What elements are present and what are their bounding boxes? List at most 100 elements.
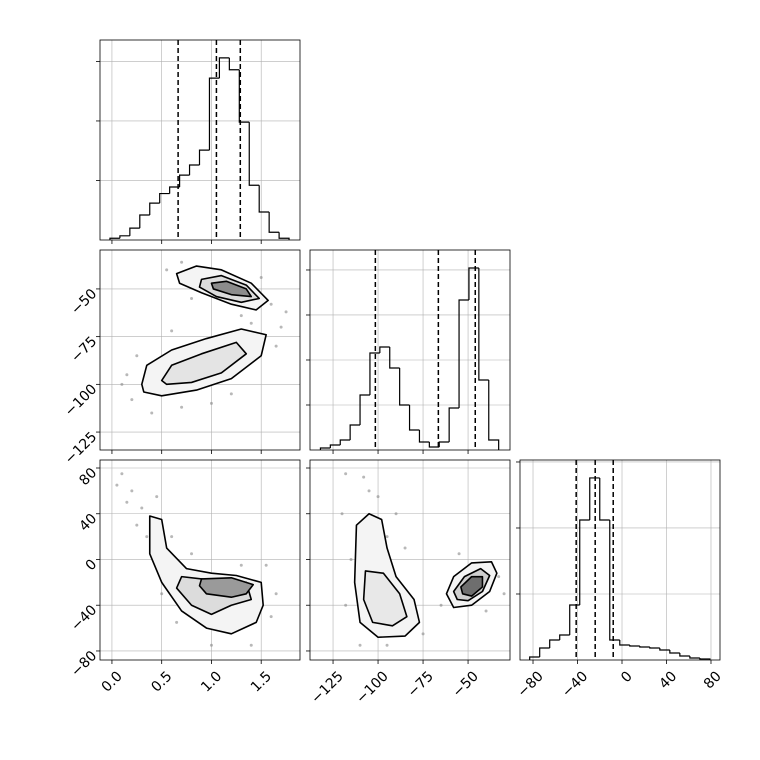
axes-frame [309,249,511,451]
x-tick-label: −125 [308,668,347,707]
histogram-bin [379,346,390,353]
histogram-bin [129,227,140,236]
contour [160,341,248,386]
x-tick-label: 80 [701,668,725,692]
histogram-bin [278,232,290,240]
scatter-point [209,401,213,405]
scatter-point [344,472,348,476]
y-tick-label: −80 [68,648,100,680]
scatter-point [484,609,488,613]
scatter-point [135,354,139,358]
histogram-bin [488,379,500,450]
histogram-bin [458,299,469,409]
contour [362,570,408,627]
scatter-point [394,512,398,516]
histogram-bin [208,77,220,151]
histogram-bin [389,346,400,369]
histogram-bin [609,520,620,641]
scatter-point [120,472,124,476]
histogram-bin [689,655,700,659]
x-tick-label: −75 [405,668,437,700]
histogram-bin [159,192,170,204]
contour [210,280,253,298]
histogram-bin [339,439,351,446]
scatter-point [160,592,164,596]
scatter-point [385,535,389,539]
histogram-bin [699,658,711,660]
axes-frame [99,249,301,451]
scatter-point [249,321,253,325]
panel: −80 −40 0 40 80 [515,459,725,701]
scatter-point [120,382,124,386]
panel: −125 −100 −75 −50 [306,459,511,707]
histogram-bin [549,639,560,648]
x-tick-label: −100 [353,668,392,707]
histogram-bin [448,407,460,442]
scatter-point [259,275,263,279]
scatter-point [385,643,389,647]
scatter-point [229,392,233,396]
y-tick-label: −50 [68,286,100,318]
y-tick-label: 80 [76,465,100,489]
scatter-point [170,535,174,539]
scatter-point [274,592,278,596]
histogram-bin [468,267,479,300]
histogram-bin [438,441,450,447]
histogram-bin [649,646,660,649]
histogram-bin [329,444,341,449]
histogram-bin [428,441,440,448]
histogram-bin [258,185,270,213]
scatter-point [249,643,253,647]
scatter-point [130,489,134,493]
histogram-bin [629,645,640,647]
histogram-bin [349,424,361,441]
histogram-bin [589,477,600,520]
scatter-point [457,552,461,556]
histogram-bin [559,634,570,640]
panel [306,249,511,454]
scatter-point [502,592,506,596]
scatter-point [125,500,129,504]
scatter-point [376,495,380,499]
histogram-bin [418,430,430,443]
y-tick-label: −40 [68,602,100,634]
histogram-bin [478,268,489,381]
histogram-bin [369,352,380,396]
histogram-bin [268,212,280,233]
histogram-bin [218,57,230,79]
histogram-bin [599,477,610,521]
scatter-point [115,483,119,487]
histogram-bin [319,447,331,450]
scatter-point [209,643,213,647]
scatter-point [190,296,194,300]
contour [198,576,255,599]
contour [460,575,484,597]
scatter-point [362,475,366,479]
panel [96,39,301,244]
scatter-point [358,643,362,647]
axes-frame [309,459,511,661]
scatter-point [344,603,348,607]
histogram-bin [529,656,540,660]
y-tick-label: −75 [68,334,100,366]
contour [148,515,264,635]
scatter-point [145,535,149,539]
scatter-point [274,344,278,348]
scatter-point [150,411,154,415]
scatter-point [279,325,283,329]
y-tick-label: 40 [76,511,100,535]
x-tick-label: −50 [450,668,482,700]
scatter-point [497,575,501,579]
x-tick-label: 1.0 [198,668,225,695]
scatter-point [239,314,243,318]
scatter-point [190,552,194,556]
scatter-point [135,523,139,527]
scatter-point [264,563,268,567]
histogram-bin [619,640,630,646]
axes-frame [99,39,301,241]
x-tick-label: 40 [656,668,680,692]
histogram-bin [639,646,650,648]
scatter-point [175,620,179,624]
y-tick-label: −125 [62,429,101,468]
